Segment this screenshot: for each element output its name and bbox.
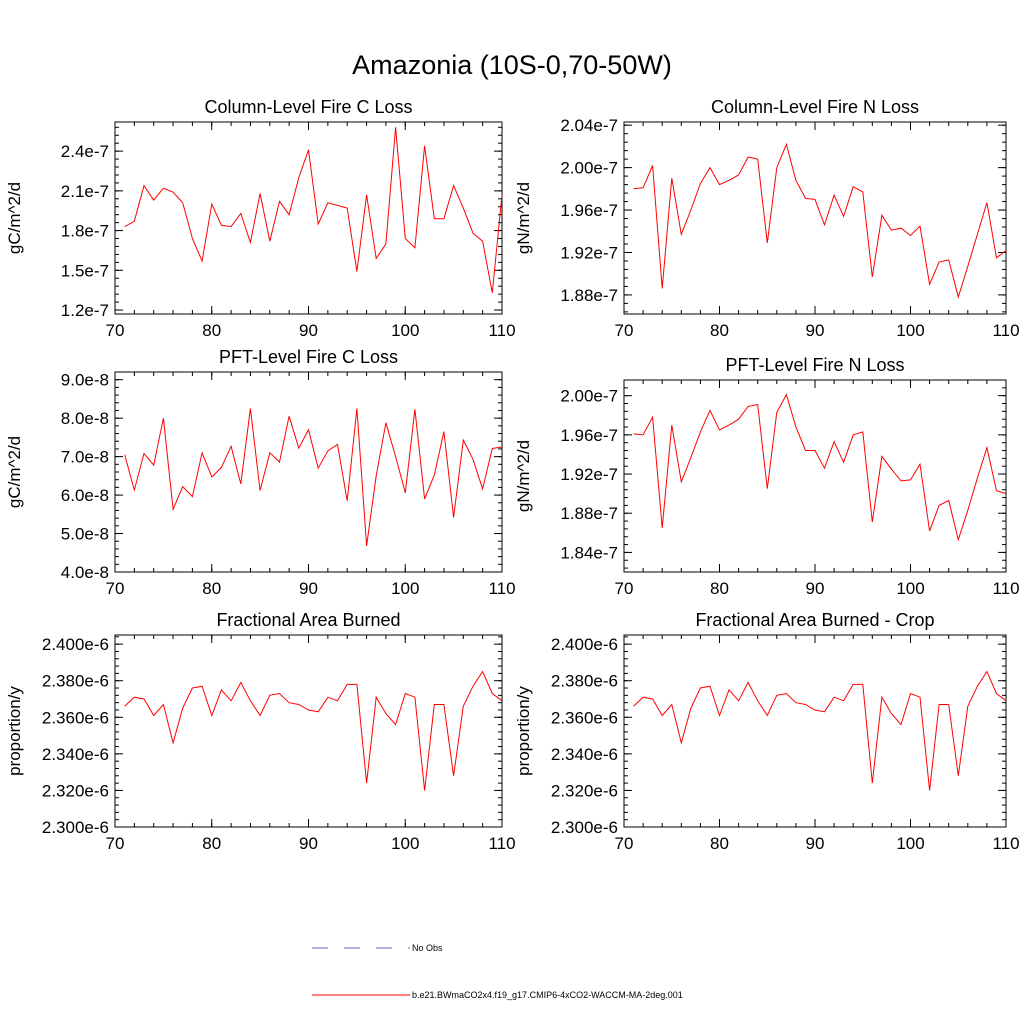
y-axis-label: proportion/y — [514, 686, 533, 776]
y-tick-label: 2.340e-6 — [551, 745, 618, 764]
x-tick-label: 70 — [106, 579, 125, 598]
x-tick-label: 110 — [488, 579, 515, 598]
panel-title: Fractional Area Burned — [216, 610, 400, 630]
panel-title: PFT-Level Fire C Loss — [219, 347, 398, 367]
x-tick-label: 100 — [391, 834, 419, 853]
panel-title: PFT-Level Fire N Loss — [725, 355, 904, 375]
y-tick-label: 6.0e-8 — [61, 486, 109, 505]
x-tick-label: 70 — [615, 321, 634, 340]
x-tick-label: 110 — [992, 834, 1019, 853]
plot-frame — [623, 379, 1007, 573]
y-tick-label: 2.04e-7 — [560, 116, 618, 135]
x-tick-label: 80 — [710, 321, 729, 340]
x-tick-label: 100 — [896, 579, 924, 598]
x-tick-label: 110 — [488, 834, 515, 853]
y-tick-label: 4.0e-8 — [61, 563, 109, 582]
x-tick-label: 70 — [106, 321, 125, 340]
y-tick-label: 2.400e-6 — [42, 635, 109, 654]
y-tick-label: 2.300e-6 — [42, 818, 109, 837]
legend: No Obs b.e21.BWmaCO2x4.f19_g17.CMIP6-4xCO… — [312, 943, 683, 1000]
y-tick-label: 1.96e-7 — [560, 426, 618, 445]
y-tick-label: 1.2e-7 — [61, 301, 109, 320]
y-tick-label: 8.0e-8 — [61, 409, 109, 428]
x-tick-label: 110 — [992, 321, 1019, 340]
data-series-line — [633, 142, 1007, 299]
x-tick-label: 70 — [615, 579, 634, 598]
y-tick-label: 9.0e-8 — [61, 371, 109, 390]
plot-frame — [114, 634, 503, 828]
data-series-line — [633, 393, 1007, 542]
y-tick-label: 5.0e-8 — [61, 525, 109, 544]
y-tick-label: 2.400e-6 — [551, 635, 618, 654]
y-tick-label: 2.00e-7 — [560, 387, 618, 406]
y-tick-label: 1.84e-7 — [560, 543, 618, 562]
y-axis-label: gN/m^2/d — [514, 440, 533, 512]
data-series-line — [124, 127, 503, 293]
x-tick-label: 80 — [202, 321, 221, 340]
y-tick-label: 2.300e-6 — [551, 818, 618, 837]
y-tick-label: 2.360e-6 — [42, 708, 109, 727]
y-tick-label: 7.0e-8 — [61, 448, 109, 467]
x-tick-label: 110 — [992, 579, 1019, 598]
data-series-line — [124, 408, 503, 546]
y-tick-label: 1.5e-7 — [61, 261, 109, 280]
plot-frame — [114, 371, 503, 573]
legend-label-run: b.e21.BWmaCO2x4.f19_g17.CMIP6-4xCO2-WACC… — [412, 990, 683, 1000]
x-tick-label: 110 — [488, 321, 515, 340]
panel-6: 70 80 90 100 110 2.300e-6 2.320e-6 2.340e-6 2.36… — [514, 610, 1020, 853]
x-tick-label: 90 — [299, 834, 318, 853]
x-tick-label: 100 — [896, 321, 924, 340]
panel-2: 70 80 90 100 110 1.88e-7 1.92e-7 1.96e-7 2.00e-7… — [514, 97, 1020, 340]
x-tick-label: 80 — [202, 579, 221, 598]
y-tick-label: 2.4e-7 — [61, 142, 109, 161]
x-tick-label: 70 — [106, 834, 125, 853]
y-tick-label: 2.00e-7 — [560, 159, 618, 178]
data-series-line — [633, 670, 1007, 791]
x-tick-label: 100 — [896, 834, 924, 853]
x-tick-label: 90 — [806, 321, 825, 340]
panel-3: 70 80 90 100 110 4.0e-8 5.0e-8 6.0e-8 7.0e-8 8.0e… — [5, 347, 516, 598]
x-tick-label: 90 — [299, 321, 318, 340]
x-tick-label: 80 — [710, 834, 729, 853]
y-tick-label: 1.92e-7 — [560, 243, 618, 262]
x-tick-label: 80 — [202, 834, 221, 853]
y-axis-label: gC/m^2/d — [5, 182, 24, 254]
x-tick-label: 100 — [391, 321, 419, 340]
x-tick-label: 100 — [391, 579, 419, 598]
figure-title: Amazonia (10S-0,70-50W) — [352, 50, 672, 80]
plot-frame — [623, 121, 1007, 315]
y-tick-label: 1.96e-7 — [560, 201, 618, 220]
y-tick-label: 2.360e-6 — [551, 708, 618, 727]
panel-1: 70 80 90 100 110 1.2e-7 1.5e-7 1.8e-7 2.1e-7 2.4e… — [5, 97, 516, 340]
y-tick-label: 1.8e-7 — [61, 222, 109, 241]
panel-5: 70 80 90 100 110 2.300e-6 2.320e-6 2.340e-6 2.36… — [5, 610, 516, 853]
panel-title: Fractional Area Burned - Crop — [695, 610, 934, 630]
x-tick-label: 70 — [615, 834, 634, 853]
y-axis-label: proportion/y — [5, 686, 24, 776]
y-axis-label: gC/m^2/d — [5, 436, 24, 508]
x-tick-label: 90 — [806, 579, 825, 598]
y-tick-label: 2.380e-6 — [42, 672, 109, 691]
y-tick-label: 1.92e-7 — [560, 465, 618, 484]
panel-title: Column-Level Fire C Loss — [204, 97, 412, 117]
legend-label-no-obs: No Obs — [412, 943, 443, 953]
y-tick-label: 2.320e-6 — [42, 781, 109, 800]
data-series-line — [124, 670, 503, 791]
y-tick-label: 2.340e-6 — [42, 745, 109, 764]
x-tick-label: 80 — [710, 579, 729, 598]
y-axis-label: gN/m^2/d — [514, 182, 533, 254]
y-tick-label: 1.88e-7 — [560, 286, 618, 305]
panel-4: 70 80 90 100 110 1.84e-7 1.88e-7 1.92e-7 1.96e-7… — [514, 355, 1020, 598]
panel-title: Column-Level Fire N Loss — [711, 97, 919, 117]
y-tick-label: 1.88e-7 — [560, 504, 618, 523]
x-tick-label: 90 — [299, 579, 318, 598]
y-tick-label: 2.320e-6 — [551, 781, 618, 800]
y-tick-label: 2.1e-7 — [61, 182, 109, 201]
x-tick-label: 90 — [806, 834, 825, 853]
plot-frame — [623, 634, 1007, 828]
y-tick-label: 2.380e-6 — [551, 672, 618, 691]
